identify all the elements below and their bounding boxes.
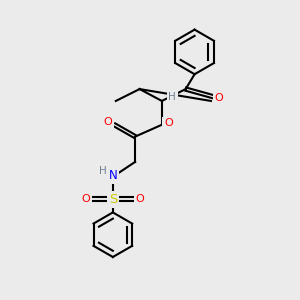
Text: H: H: [99, 166, 106, 176]
Text: S: S: [109, 193, 117, 206]
Text: O: O: [164, 118, 173, 128]
Text: H: H: [168, 92, 176, 101]
Text: O: O: [214, 93, 223, 103]
Text: O: O: [136, 194, 145, 204]
Text: O: O: [103, 117, 112, 128]
Text: N: N: [109, 169, 117, 182]
Text: O: O: [81, 194, 90, 204]
